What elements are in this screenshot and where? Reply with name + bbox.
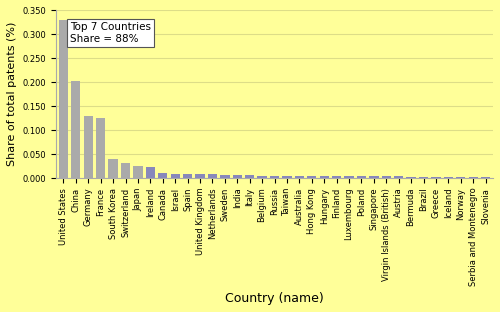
Bar <box>282 176 292 178</box>
Bar <box>432 177 440 178</box>
Bar <box>208 174 217 178</box>
Y-axis label: Share of total patents (%): Share of total patents (%) <box>7 22 17 166</box>
Text: Top 7 Countries
Share = 88%: Top 7 Countries Share = 88% <box>70 22 150 44</box>
Bar <box>258 176 267 178</box>
Bar <box>332 176 342 178</box>
Bar <box>134 166 142 178</box>
Bar <box>481 177 490 178</box>
Bar <box>468 177 478 178</box>
Bar <box>394 176 404 178</box>
Bar <box>71 81 81 178</box>
Bar <box>96 118 106 178</box>
Bar <box>108 159 118 178</box>
Bar <box>220 175 230 178</box>
Bar <box>158 173 168 178</box>
Bar <box>444 177 453 178</box>
Bar <box>170 174 180 178</box>
Bar <box>84 116 93 178</box>
X-axis label: Country (name): Country (name) <box>225 292 324 305</box>
Bar <box>294 176 304 178</box>
Bar <box>146 168 155 178</box>
Bar <box>183 174 192 178</box>
Bar <box>196 174 204 178</box>
Bar <box>369 176 378 178</box>
Bar <box>270 176 279 178</box>
Bar <box>307 176 316 178</box>
Bar <box>59 20 68 178</box>
Bar <box>357 176 366 178</box>
Bar <box>232 175 242 178</box>
Bar <box>456 177 466 178</box>
Bar <box>320 176 329 178</box>
Bar <box>121 163 130 178</box>
Bar <box>406 177 416 178</box>
Bar <box>245 175 254 178</box>
Bar <box>419 177 428 178</box>
Bar <box>382 176 391 178</box>
Bar <box>344 176 354 178</box>
